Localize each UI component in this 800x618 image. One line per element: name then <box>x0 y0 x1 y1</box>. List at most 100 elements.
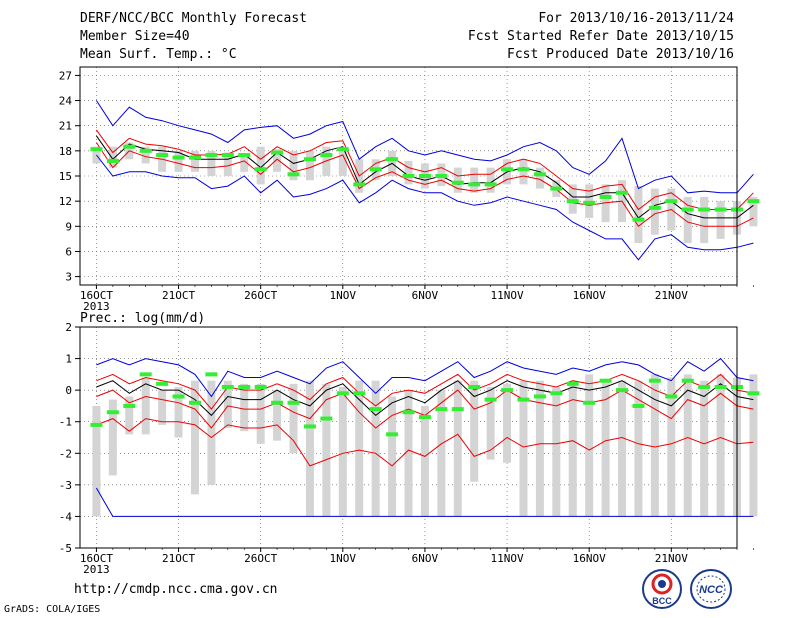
observed-bar <box>550 391 563 396</box>
spread-bar <box>486 167 495 193</box>
spread-bar <box>683 374 692 517</box>
observed-bar <box>386 157 399 162</box>
observed-bar <box>632 403 645 408</box>
spread-bar <box>601 380 610 517</box>
observed-bar <box>402 174 415 178</box>
spread-bar <box>108 399 117 476</box>
observed-bar <box>106 158 119 163</box>
bcc-logo-text: BCC <box>652 596 672 606</box>
observed-bar <box>287 172 300 177</box>
spread-bar <box>289 150 298 181</box>
x-year-label: 2013 <box>83 563 110 576</box>
x-tick-label: 6NOV <box>412 552 439 565</box>
y-tick-label: 18 <box>59 145 72 158</box>
spread-bar <box>92 405 101 517</box>
spread-bar <box>190 150 199 172</box>
x-tick-label: 21NOV <box>655 552 688 565</box>
observed-bar <box>369 407 382 412</box>
y-tick-label: 21 <box>59 120 72 133</box>
spread-bar <box>207 150 216 176</box>
observed-bar <box>205 372 218 377</box>
observed-bar <box>188 155 201 160</box>
spread-bar <box>453 380 462 517</box>
precipitation-panel: -5 -4 -3 -2 -1 0 1 2 16OCT 21OCT 26OCT 1NOV 6NOV 11NO… <box>59 311 760 576</box>
observed-bar <box>714 384 727 389</box>
observed-bar <box>254 384 267 389</box>
x-tick-label: 16NOV <box>573 289 606 302</box>
observed-bar <box>648 205 661 210</box>
observed-bar <box>156 153 169 158</box>
spread-bar <box>453 167 462 193</box>
spread-bar <box>470 167 479 193</box>
x-tick-label: 11NOV <box>490 552 523 565</box>
spread-bar <box>470 380 479 482</box>
spread-bar <box>716 374 725 517</box>
observed-bar <box>616 190 629 195</box>
observed-bar <box>484 182 497 187</box>
spread-bar <box>108 146 117 168</box>
spread-bar <box>420 405 429 517</box>
observed-bar <box>533 172 546 177</box>
x-tick-label: 16NOV <box>573 552 606 565</box>
spread-bar <box>240 383 249 432</box>
spread-bar <box>700 196 709 244</box>
observed-bar <box>106 410 119 415</box>
spread-bar <box>223 152 232 176</box>
p10-line <box>96 418 754 467</box>
observed-bar <box>139 148 152 153</box>
observed-bar <box>320 153 333 158</box>
observed-bar <box>320 416 333 421</box>
spread-bar <box>749 374 758 517</box>
x-tick-label: 21OCT <box>162 289 195 302</box>
spread-bar <box>174 150 183 172</box>
max-line <box>96 357 754 398</box>
observed-bar <box>435 407 448 412</box>
x-tick-label: 21OCT <box>162 552 195 565</box>
mean-line <box>96 380 754 417</box>
spread-bar <box>519 380 528 517</box>
x-year-label: 2013 <box>83 300 110 313</box>
y-tick-label: 12 <box>59 195 72 208</box>
observed-bar <box>238 153 251 158</box>
observed-bar <box>156 381 169 386</box>
y-tick-label: 15 <box>59 170 72 183</box>
observed-bar <box>221 384 234 389</box>
spread-bar <box>650 188 659 235</box>
x-tick-label: 1NOV <box>330 552 357 565</box>
spread-bar <box>125 396 134 435</box>
y-tick-label: 27 <box>59 69 72 82</box>
spread-bar <box>634 380 643 517</box>
spread-bar <box>240 155 249 172</box>
observed-bar <box>533 394 546 399</box>
observed-bar <box>287 400 300 405</box>
y-tick-label: -3 <box>59 479 72 492</box>
spread-bar <box>174 386 183 438</box>
spread-bar <box>388 396 397 517</box>
observed-bar <box>681 378 694 383</box>
spread-bar <box>683 196 692 244</box>
member-size-label: Member Size=40 <box>80 29 190 44</box>
x-tick-label: 26OCT <box>244 289 277 302</box>
observed-bar <box>254 167 267 172</box>
observed-bar <box>238 384 251 389</box>
observed-bar <box>550 186 563 191</box>
observed-bar <box>632 217 645 222</box>
observed-bar <box>484 397 497 402</box>
observed-bar <box>566 381 579 386</box>
refer-date-label: Fcst Started Refer Date 2013/10/15 <box>467 29 734 44</box>
observed-bar <box>303 424 316 429</box>
x-tick-label: 26OCT <box>244 552 277 565</box>
observed-bar <box>123 144 136 149</box>
min-line <box>96 154 754 261</box>
lower-line <box>95 142 754 228</box>
observed-bar <box>336 391 349 396</box>
temperature-panel: 3 6 9 12 15 18 21 24 27 16OCT 21OCT 26OCT 1NOV 6NOV 11… <box>59 66 760 313</box>
observed-bar <box>90 147 103 152</box>
observed-bar <box>583 400 596 405</box>
observed-bar <box>566 199 579 204</box>
ncc-logo: NCC <box>690 569 732 609</box>
spread-bar <box>519 159 528 185</box>
observed-bar <box>517 167 530 172</box>
y-tick-label: 3 <box>65 271 72 284</box>
